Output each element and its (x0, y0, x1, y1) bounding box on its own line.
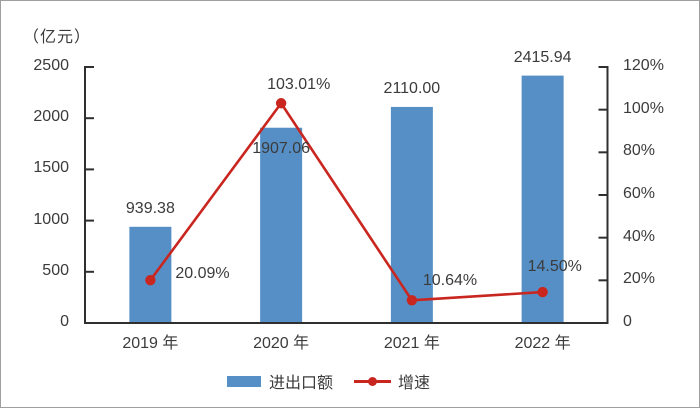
growth-polyline (149, 101, 543, 302)
legend-line-dot-icon (368, 376, 378, 386)
line-point (145, 274, 156, 286)
left-axis-tick-label: 500 (42, 261, 69, 279)
line-value-label: 103.01% (267, 76, 331, 94)
bar-value-label: 1907.06 (252, 139, 311, 157)
bar-value-label: 2110.00 (383, 79, 441, 97)
bar-value-label: 939.38 (125, 199, 175, 217)
bar-value-label: 2415.94 (513, 48, 572, 66)
right-axis-tick-label: 40% (623, 227, 656, 245)
legend-line-label: 增速 (398, 375, 431, 392)
line-point (537, 286, 548, 298)
right-axis-tick-label: 80% (623, 142, 656, 160)
left-axis-unit-label: （亿元） (23, 29, 92, 46)
right-axis-tick-label: 0 (623, 313, 632, 330)
right-axis-tick-label: 20% (623, 270, 656, 288)
x-axis-category-label: 2019 年 (122, 335, 179, 352)
legend: 进出口额 增速 (227, 369, 430, 393)
left-axis-tick-label: 2500 (33, 57, 69, 74)
line-value-label: 14.50% (527, 258, 582, 276)
legend-bar-label: 进出口额 (269, 375, 334, 392)
right-axis-tick-label: 60% (623, 185, 656, 202)
legend-bar-swatch-icon (227, 375, 261, 387)
x-axis-category-label: 2022 年 (514, 335, 571, 352)
left-axis-tick-label: 1500 (33, 159, 69, 177)
bar (521, 75, 564, 323)
left-axis-tick-label: 0 (60, 313, 69, 330)
left-axis-tick-label: 1000 (33, 210, 69, 228)
bar (260, 127, 303, 323)
right-axis-tick-label: 120% (623, 57, 664, 74)
right-axis-tick-label: 100% (623, 99, 664, 117)
legend-line-swatch-icon (354, 376, 392, 386)
line-value-label: 20.09% (175, 265, 230, 283)
x-axis-category-label: 2020 年 (253, 335, 310, 352)
line-point (275, 98, 287, 109)
x-axis-category-label: 2021 年 (383, 335, 440, 352)
line-point (406, 295, 418, 306)
bar (129, 226, 172, 323)
left-axis-tick-label: 2000 (33, 108, 69, 126)
line-value-label: 10.64% (422, 272, 478, 290)
bar (390, 106, 433, 323)
